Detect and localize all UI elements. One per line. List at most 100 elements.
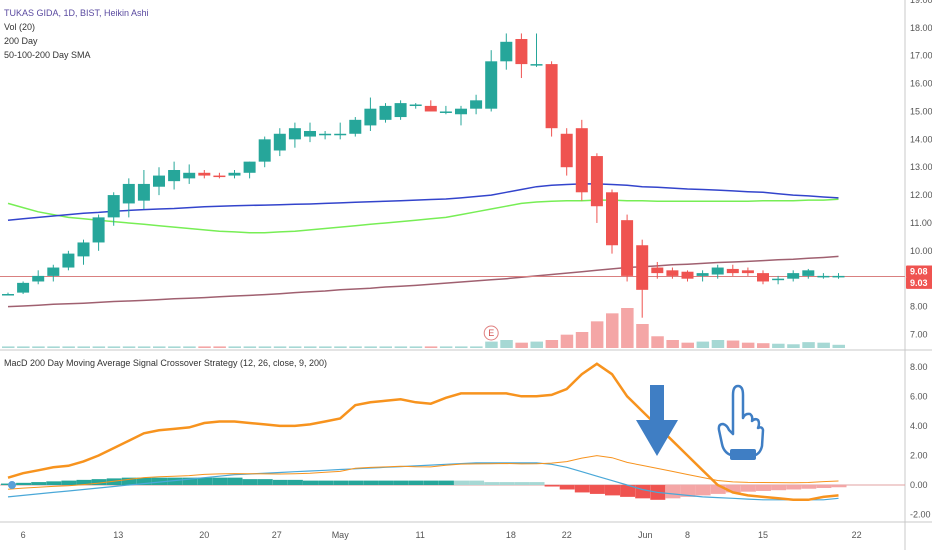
start-dot bbox=[8, 481, 16, 490]
volume-bar bbox=[636, 324, 649, 348]
hand-cuff bbox=[730, 449, 756, 460]
study-vol: Vol (20) bbox=[4, 22, 36, 32]
candle-body bbox=[409, 104, 422, 107]
volume-bar bbox=[379, 346, 392, 348]
candle-body bbox=[515, 39, 528, 65]
candle-body bbox=[772, 278, 785, 281]
macd-histogram-bar bbox=[423, 480, 439, 486]
candle-body bbox=[606, 192, 618, 246]
price-badge bbox=[906, 276, 932, 289]
candle-body bbox=[334, 133, 347, 136]
volume-bar bbox=[439, 346, 453, 348]
macd-histogram-bar bbox=[182, 477, 198, 486]
candle-body bbox=[711, 267, 724, 275]
macd-title: MacD 200 Day Moving Average Signal Cross… bbox=[4, 358, 327, 368]
time-tick-label: 20 bbox=[199, 530, 209, 540]
volume-bar bbox=[228, 346, 241, 348]
price-tick-label: 14.00 bbox=[910, 134, 932, 144]
candle-body bbox=[681, 271, 694, 279]
price-tick-label: 19.00 bbox=[910, 0, 932, 5]
pointing-hand-icon bbox=[717, 384, 765, 460]
candle-body bbox=[439, 111, 452, 113]
macd-histogram-bar bbox=[665, 485, 681, 499]
macd-histogram-bar bbox=[136, 477, 152, 486]
volume-bar bbox=[288, 346, 302, 348]
volume-bar bbox=[349, 346, 362, 348]
macd-histogram-bar bbox=[529, 482, 545, 486]
macd-tick-label: 2.00 bbox=[910, 450, 928, 460]
volume-bar bbox=[364, 346, 377, 348]
sma200-line bbox=[7, 255, 839, 308]
time-tick-label: 11 bbox=[416, 530, 425, 540]
macd-histogram-bar bbox=[31, 482, 47, 486]
hand-outline bbox=[717, 384, 765, 458]
volume-bar bbox=[545, 340, 559, 348]
earnings-label: E bbox=[488, 328, 494, 338]
time-tick-label: Jun bbox=[638, 530, 653, 540]
volume-bar bbox=[772, 343, 785, 348]
volume-bar bbox=[62, 346, 75, 348]
candle-body bbox=[364, 108, 377, 126]
time-tick-label: May bbox=[332, 530, 350, 540]
volume-bar bbox=[32, 346, 45, 348]
volume-bar bbox=[153, 346, 166, 348]
time-tick-label: 8 bbox=[685, 530, 690, 540]
macd-histogram-bar bbox=[635, 485, 651, 499]
macd-histogram-bar bbox=[786, 485, 802, 490]
candle-body bbox=[787, 273, 800, 279]
volume-bar bbox=[515, 342, 528, 348]
macd-histogram-bar bbox=[454, 480, 469, 486]
macd-histogram-bar bbox=[816, 485, 832, 488]
volume-bar bbox=[409, 346, 423, 348]
macd-histogram-bar bbox=[740, 485, 756, 492]
volume-bar bbox=[500, 340, 513, 348]
macd-histogram-bar bbox=[680, 485, 696, 497]
macd-histogram-bar bbox=[725, 485, 741, 493]
candle-body bbox=[560, 133, 573, 168]
volume-bar bbox=[137, 346, 151, 348]
price-tick-label: 10.00 bbox=[910, 246, 932, 256]
earnings-circle bbox=[483, 325, 499, 341]
candle-body bbox=[47, 267, 60, 276]
time-tick-label: 27 bbox=[272, 530, 282, 540]
volume-bar bbox=[711, 340, 725, 348]
macd-histogram-bar bbox=[484, 482, 500, 486]
macd-histogram-bar bbox=[831, 485, 847, 488]
volume-bar bbox=[17, 346, 30, 348]
macd-tick-label: 4.00 bbox=[910, 421, 928, 431]
time-tick-label: 22 bbox=[562, 530, 572, 540]
price-tick-label: 7.00 bbox=[910, 329, 928, 339]
macd-histogram-bar bbox=[620, 485, 636, 497]
candle-body bbox=[122, 183, 135, 204]
macd-histogram-bar bbox=[152, 477, 167, 486]
time-tick-label: 13 bbox=[113, 530, 123, 540]
macd-histogram-bar bbox=[605, 485, 620, 496]
candle-body bbox=[590, 156, 603, 207]
signal-line bbox=[7, 462, 839, 501]
volume-bar bbox=[530, 341, 543, 348]
candle-body bbox=[288, 128, 301, 140]
volume-bar bbox=[696, 341, 710, 348]
time-tick-label: 15 bbox=[758, 530, 768, 540]
volume-bar bbox=[606, 313, 619, 348]
price-tick-label: 11.00 bbox=[910, 218, 932, 228]
candle-body bbox=[243, 161, 256, 173]
study-sma: 50-100-200 Day SMA bbox=[4, 50, 91, 60]
volume-bar bbox=[424, 346, 438, 348]
candle-body bbox=[485, 61, 498, 109]
macd-histogram-bar bbox=[771, 485, 787, 491]
candle-body bbox=[198, 172, 211, 176]
price-tick-label: 12.00 bbox=[910, 190, 932, 200]
volume-bar bbox=[832, 344, 845, 348]
candle-body bbox=[802, 270, 815, 276]
macd-histogram-bar bbox=[46, 481, 62, 486]
macd-histogram-bar bbox=[589, 485, 605, 494]
down-arrow-icon bbox=[636, 385, 678, 456]
macd-histogram-bar bbox=[514, 482, 530, 486]
price-tick-label: 16.00 bbox=[910, 79, 932, 89]
volume-bar bbox=[575, 332, 589, 348]
volume-bar bbox=[485, 341, 498, 348]
volume-bar bbox=[757, 343, 770, 348]
candle-body bbox=[832, 275, 845, 278]
